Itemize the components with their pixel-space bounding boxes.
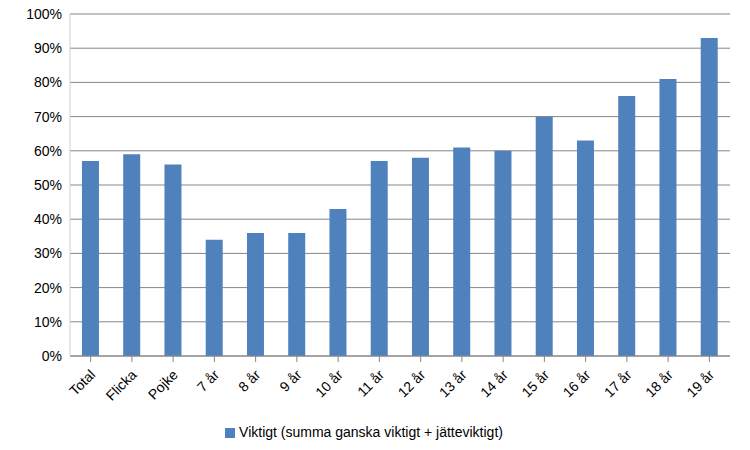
svg-text:16 år: 16 år	[560, 366, 594, 400]
svg-text:11 år: 11 år	[354, 366, 387, 399]
svg-text:100%: 100%	[26, 6, 62, 22]
svg-text:12 år: 12 år	[395, 366, 429, 400]
html-text:Viktigt (summa ganska viktigt: Viktigt (summa ganska viktigt + jättevik…	[239, 424, 503, 440]
svg-text:10%: 10%	[34, 314, 62, 330]
svg-text:Pojke: Pojke	[145, 366, 181, 402]
svg-text:70%: 70%	[34, 109, 62, 125]
svg-text:15 år: 15 år	[518, 366, 552, 400]
svg-text:18 år: 18 år	[642, 366, 676, 400]
svg-text:14 år: 14 år	[477, 366, 511, 400]
svg-text:60%: 60%	[34, 143, 62, 159]
svg-text:80%: 80%	[34, 74, 62, 90]
svg-text:9 år: 9 år	[276, 366, 305, 395]
svg-text:40%: 40%	[34, 211, 62, 227]
svg-text:Total: Total	[66, 366, 98, 398]
svg-text:50%: 50%	[34, 177, 62, 193]
svg-text:8 år: 8 år	[235, 366, 264, 395]
svg-text:7 år: 7 år	[194, 366, 223, 395]
svg-text:17 år: 17 år	[601, 366, 635, 400]
svg-text:20%: 20%	[34, 280, 62, 296]
svg-text:Flicka: Flicka	[102, 366, 139, 403]
svg-text:90%: 90%	[34, 40, 62, 56]
svg-text:10 år: 10 år	[312, 366, 346, 400]
svg-text:19 år: 19 år	[683, 366, 717, 400]
svg-text:0%: 0%	[42, 348, 62, 364]
svg-text:30%: 30%	[34, 245, 62, 261]
svg-text:13 år: 13 år	[436, 366, 470, 400]
